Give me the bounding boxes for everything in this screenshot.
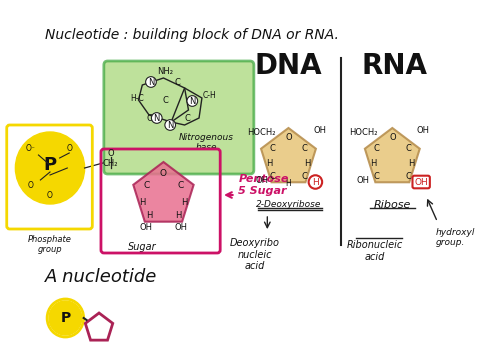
Text: C: C bbox=[373, 171, 379, 180]
Text: O: O bbox=[28, 180, 34, 189]
Text: O: O bbox=[389, 132, 396, 141]
Text: H-C: H-C bbox=[131, 94, 144, 103]
Text: C: C bbox=[146, 113, 152, 122]
Text: N: N bbox=[148, 77, 154, 86]
Text: H: H bbox=[286, 179, 291, 188]
Text: C: C bbox=[269, 171, 275, 180]
Text: OH: OH bbox=[255, 176, 268, 185]
Text: OH: OH bbox=[140, 222, 153, 231]
Text: C: C bbox=[175, 77, 181, 86]
Polygon shape bbox=[261, 128, 316, 182]
Text: hydroxyl
group.: hydroxyl group. bbox=[435, 228, 475, 247]
Text: H: H bbox=[408, 158, 415, 167]
Text: H: H bbox=[312, 177, 319, 186]
Text: N: N bbox=[189, 96, 195, 105]
Text: C: C bbox=[162, 95, 168, 104]
Text: N: N bbox=[167, 121, 173, 130]
Text: O: O bbox=[285, 132, 292, 141]
Text: CH₂: CH₂ bbox=[103, 158, 119, 167]
Text: Ribonucleic
acid: Ribonucleic acid bbox=[347, 240, 403, 262]
Text: 2-Deoxyribose: 2-Deoxyribose bbox=[256, 200, 321, 209]
Text: N: N bbox=[154, 113, 160, 122]
Text: C: C bbox=[143, 180, 149, 189]
Text: OH: OH bbox=[174, 222, 187, 231]
Polygon shape bbox=[133, 162, 193, 222]
Text: O: O bbox=[160, 168, 167, 177]
Text: HOCH₂: HOCH₂ bbox=[349, 127, 378, 136]
Text: HOCH₂: HOCH₂ bbox=[247, 127, 276, 136]
Text: A nucleotide: A nucleotide bbox=[45, 268, 157, 286]
Circle shape bbox=[49, 301, 82, 335]
Text: H: H bbox=[175, 211, 181, 220]
Text: C-H: C-H bbox=[203, 90, 216, 99]
Text: C: C bbox=[178, 180, 184, 189]
Text: O: O bbox=[47, 190, 53, 199]
Polygon shape bbox=[365, 128, 420, 182]
Text: RNA: RNA bbox=[361, 52, 427, 80]
Text: H: H bbox=[266, 158, 273, 167]
Text: H: H bbox=[304, 158, 311, 167]
Text: NH₂: NH₂ bbox=[157, 67, 173, 76]
Text: Ribose: Ribose bbox=[373, 200, 411, 210]
Text: O: O bbox=[66, 144, 72, 153]
Text: P: P bbox=[60, 311, 71, 325]
Text: OH: OH bbox=[314, 126, 327, 135]
Text: C: C bbox=[406, 171, 412, 180]
Text: Nitrogenous
base: Nitrogenous base bbox=[179, 133, 234, 152]
Text: O: O bbox=[107, 149, 114, 158]
Text: DNA: DNA bbox=[255, 52, 322, 80]
Text: H: H bbox=[146, 211, 152, 220]
Text: C: C bbox=[185, 113, 191, 122]
Text: O⁻: O⁻ bbox=[26, 144, 36, 153]
Text: OH: OH bbox=[357, 176, 370, 185]
Circle shape bbox=[15, 132, 84, 204]
Text: H: H bbox=[181, 198, 188, 207]
Text: H: H bbox=[139, 198, 145, 207]
Text: Pentose
5 Sugar: Pentose 5 Sugar bbox=[239, 174, 289, 196]
Text: C: C bbox=[269, 144, 275, 153]
Text: P: P bbox=[43, 156, 57, 174]
Text: Deoxyribo
nucleic
acid: Deoxyribo nucleic acid bbox=[230, 238, 280, 271]
Text: Nucleotide : building block of DNA or RNA.: Nucleotide : building block of DNA or RN… bbox=[46, 28, 339, 42]
Text: C: C bbox=[373, 144, 379, 153]
Text: C: C bbox=[302, 171, 308, 180]
Text: C: C bbox=[406, 144, 412, 153]
FancyBboxPatch shape bbox=[104, 61, 254, 174]
Text: H: H bbox=[370, 158, 376, 167]
Text: Sugar: Sugar bbox=[128, 242, 156, 252]
Text: C: C bbox=[302, 144, 308, 153]
Text: Phosphate
group: Phosphate group bbox=[28, 235, 72, 255]
Text: OH: OH bbox=[414, 177, 428, 186]
Text: OH: OH bbox=[417, 126, 430, 135]
